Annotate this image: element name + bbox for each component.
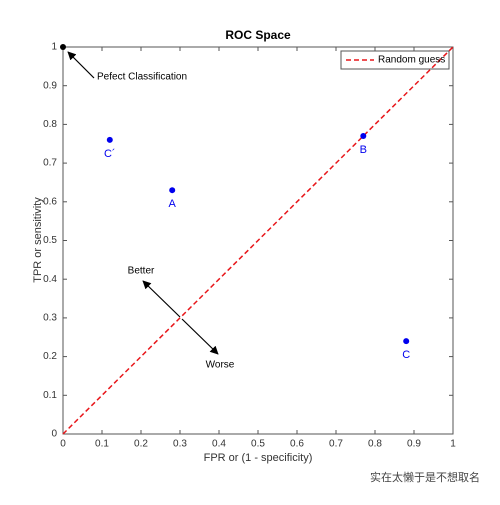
perfect-arrow	[67, 51, 95, 79]
point	[360, 133, 367, 140]
y-tick-label: 1	[51, 42, 57, 53]
annotation: Better	[128, 266, 155, 277]
series-line	[62, 46, 454, 435]
y-tick-label: 0.6	[43, 196, 57, 207]
chart-title: ROC Space	[225, 28, 291, 42]
y-tick-label: 0.7	[43, 158, 57, 169]
x-tick-label: 0.6	[290, 439, 304, 450]
watermark: 实在太懒于是不想取名	[370, 470, 480, 484]
point-label: C	[402, 349, 410, 361]
legend-label: Random guess	[378, 55, 445, 66]
point-label: A	[169, 198, 177, 210]
point-label: C´	[104, 148, 116, 160]
x-tick-label: 0.4	[212, 439, 226, 450]
y-axis-label: TPR or sensitivity	[32, 197, 44, 283]
y-tick-label: 0.2	[43, 351, 57, 362]
y-tick-label: 0.3	[43, 313, 57, 324]
y-tick-label: 0	[51, 429, 57, 440]
point	[106, 136, 113, 143]
annotation: Worse	[206, 360, 235, 371]
x-tick-label: 1	[450, 439, 456, 450]
x-tick-label: 0.8	[368, 439, 382, 450]
point	[169, 187, 176, 194]
y-tick-label: 0.9	[43, 80, 57, 91]
x-tick-label: 0.9	[407, 439, 421, 450]
legend-box	[340, 50, 450, 70]
x-axis-label: FPR or (1 - specificity)	[204, 452, 313, 464]
y-tick-label: 0.5	[43, 235, 57, 246]
x-tick-label: 0.1	[95, 439, 109, 450]
y-tick-label: 0.1	[43, 390, 57, 401]
x-tick-label: 0.7	[329, 439, 343, 450]
x-tick-label: 0.5	[251, 439, 265, 450]
better-arrow	[142, 280, 181, 318]
x-tick-label: 0.3	[173, 439, 187, 450]
y-tick-label: 0.4	[43, 274, 57, 285]
x-tick-label: 0.2	[134, 439, 148, 450]
worse-arrow	[181, 318, 219, 355]
point-label: B	[360, 144, 367, 156]
perfect-point	[60, 44, 66, 50]
x-tick-label: 0	[60, 439, 66, 450]
perfect-label: Pefect Classification	[97, 72, 187, 83]
point	[403, 338, 410, 345]
y-tick-label: 0.8	[43, 119, 57, 130]
